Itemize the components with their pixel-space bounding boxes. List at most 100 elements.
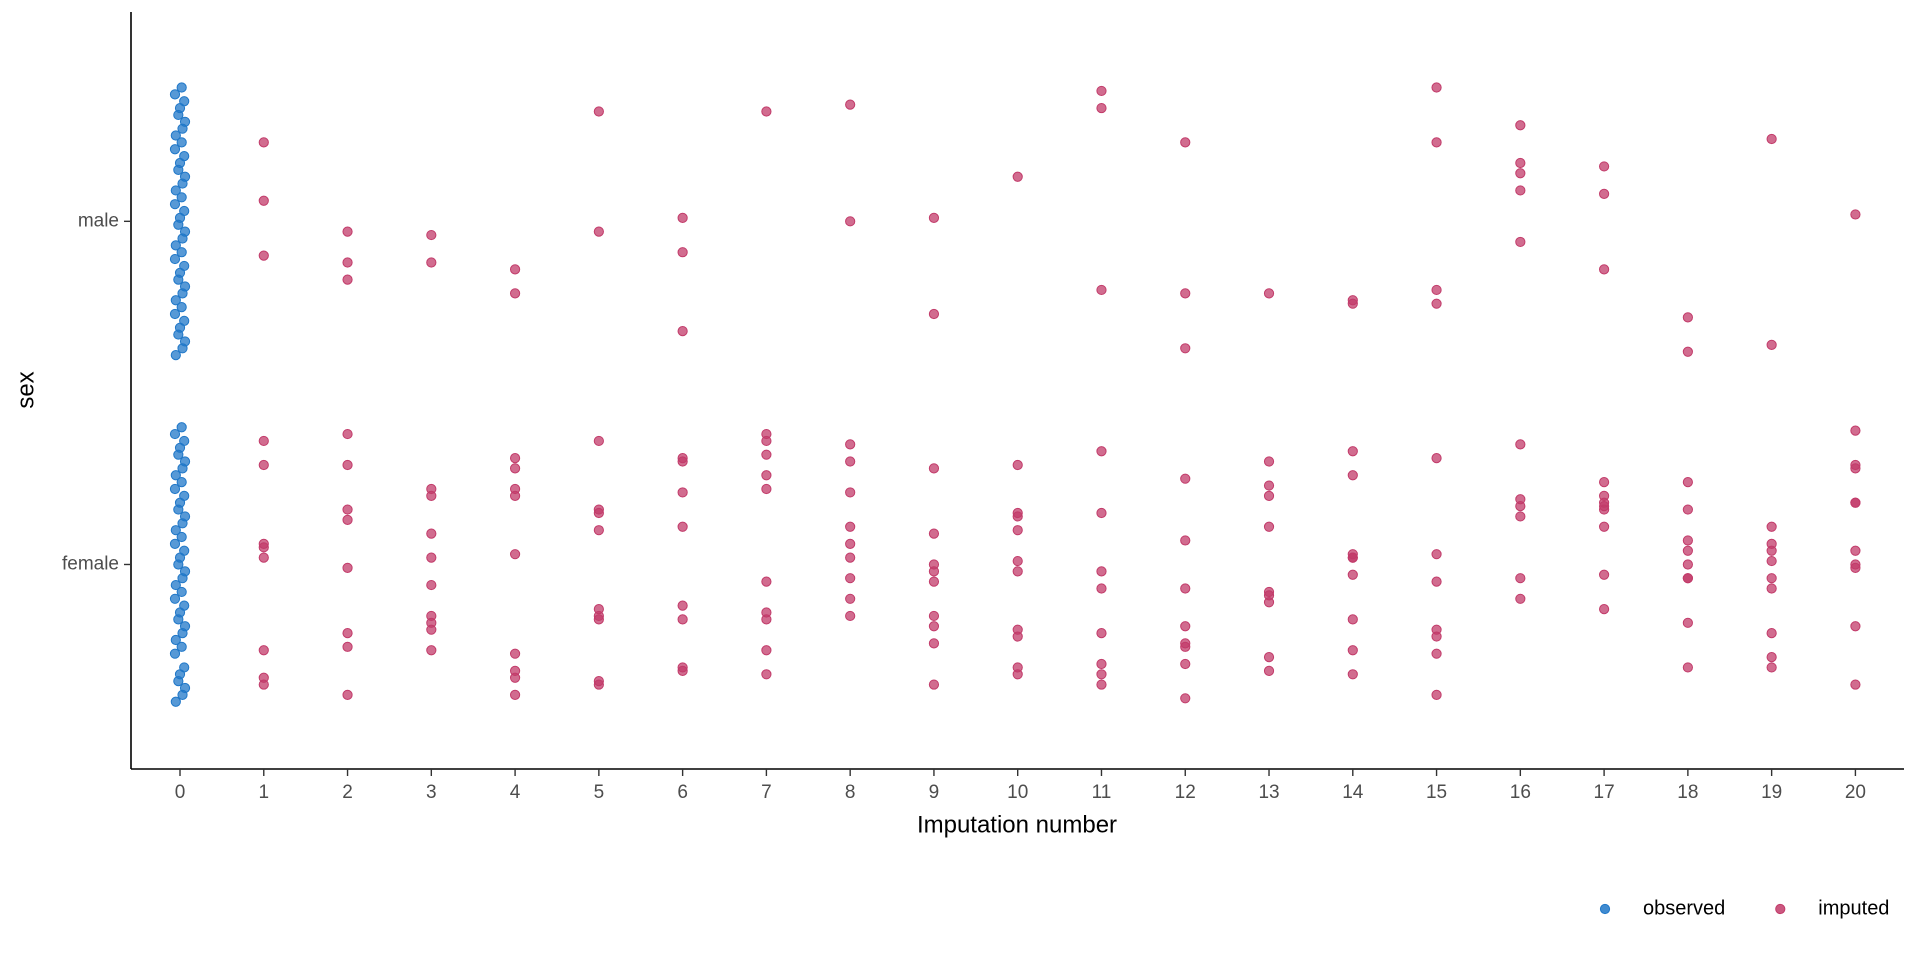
point [761, 614, 772, 625]
point [677, 247, 688, 258]
point [928, 566, 940, 577]
point [1012, 459, 1023, 471]
point [761, 576, 772, 587]
point [1599, 188, 1610, 199]
point [258, 435, 269, 447]
point [1347, 552, 1358, 563]
point [170, 295, 181, 306]
point [677, 453, 688, 464]
point [928, 308, 940, 320]
point [1682, 617, 1693, 628]
point [342, 628, 353, 639]
point [1096, 658, 1107, 670]
point [1431, 284, 1442, 296]
point [342, 562, 353, 574]
point [179, 511, 191, 522]
point [342, 274, 353, 285]
point [179, 281, 191, 292]
point [677, 487, 688, 498]
point [176, 247, 187, 258]
point [1012, 555, 1023, 567]
point [1766, 339, 1777, 350]
y-axis-title: sex [12, 371, 39, 408]
point [179, 682, 191, 694]
series-1 [258, 82, 1861, 704]
x-tick-label: 18 [1677, 782, 1698, 803]
point [1431, 549, 1442, 560]
point [1347, 614, 1358, 625]
point [169, 199, 181, 210]
point [845, 439, 856, 450]
point [179, 600, 190, 611]
point [845, 593, 856, 604]
point [1096, 507, 1107, 519]
point [593, 106, 604, 117]
point [928, 679, 940, 690]
point [169, 253, 181, 265]
point [1682, 535, 1693, 546]
legend-marker [1599, 903, 1611, 915]
point [593, 226, 604, 237]
point [845, 573, 856, 584]
point [1096, 85, 1107, 97]
point [1599, 161, 1610, 172]
point [179, 205, 190, 217]
point [1347, 446, 1358, 457]
point [677, 212, 688, 223]
point [176, 586, 187, 598]
point [426, 579, 437, 591]
point [179, 456, 191, 467]
point [593, 507, 604, 519]
point [1096, 446, 1107, 457]
point [169, 308, 181, 320]
point [1180, 288, 1191, 299]
point [761, 435, 772, 447]
point [509, 490, 521, 501]
point [1180, 535, 1191, 546]
point [1096, 669, 1107, 680]
point [1682, 573, 1693, 584]
y-tick-label: female [62, 553, 119, 574]
point [170, 579, 181, 591]
point [1682, 545, 1693, 556]
point [1096, 566, 1107, 577]
point [258, 250, 269, 261]
point [342, 689, 353, 700]
point [1180, 693, 1191, 704]
point [1431, 298, 1442, 309]
x-tick-label: 8 [845, 782, 856, 803]
point [928, 576, 940, 587]
point [342, 514, 353, 525]
point [761, 483, 772, 495]
point [170, 470, 181, 481]
point [1180, 621, 1191, 632]
point [1515, 573, 1526, 584]
x-tick-label: 0 [175, 782, 186, 803]
x-tick-label: 10 [1007, 782, 1028, 803]
point [176, 82, 187, 93]
point [1599, 504, 1610, 515]
point [509, 264, 521, 275]
point [1682, 559, 1693, 570]
point [176, 192, 187, 203]
point [1431, 82, 1442, 93]
point [1850, 209, 1861, 220]
point [1096, 102, 1107, 114]
point [170, 130, 181, 141]
point [761, 645, 772, 656]
point [509, 689, 521, 700]
point [1515, 501, 1526, 512]
point [170, 185, 181, 196]
point [1850, 463, 1861, 474]
point [1263, 288, 1275, 299]
point [170, 696, 181, 707]
point [1431, 648, 1442, 659]
point [845, 521, 856, 532]
point [179, 171, 191, 182]
y-tick-label: male [78, 210, 119, 231]
point [1012, 669, 1023, 680]
point [176, 477, 187, 488]
point [169, 538, 181, 549]
point [170, 240, 181, 251]
point [1850, 679, 1861, 690]
